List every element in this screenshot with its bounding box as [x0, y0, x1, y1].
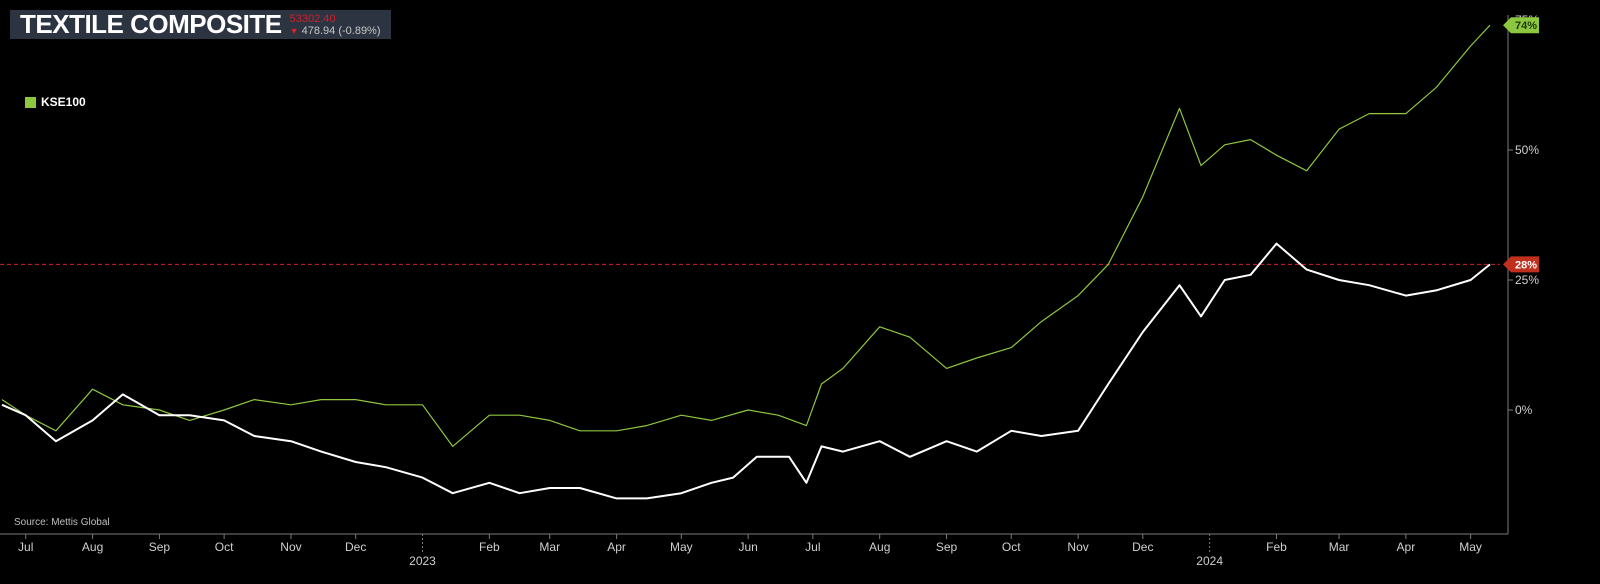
x-tick-label: Feb — [479, 540, 500, 554]
x-tick-label: Nov — [1067, 540, 1088, 554]
x-tick-label: Dec — [345, 540, 366, 554]
price-change: ▼ 478.94 (-0.89%) — [290, 25, 381, 37]
y-tick-label: 50% — [1515, 143, 1539, 157]
x-tick-label: Dec — [1132, 540, 1153, 554]
end-label-text: 74% — [1515, 20, 1537, 32]
end-label-tag — [1503, 17, 1539, 34]
chart-title: TEXTILE COMPOSITE — [20, 9, 282, 39]
x-tick-label: Nov — [280, 540, 301, 554]
source-note: Source: Mettis Global — [14, 517, 110, 528]
x-tick-label: Aug — [869, 540, 890, 554]
x-tick-label: Sep — [936, 540, 958, 554]
year-label: 2024 — [1196, 554, 1223, 568]
x-tick-label: Sep — [149, 540, 171, 554]
x-tick-label: Mar — [539, 540, 560, 554]
end-label-text: 28% — [1515, 259, 1537, 271]
x-tick-label: Jun — [738, 540, 757, 554]
y-tick-label: 25% — [1515, 273, 1539, 287]
y-tick-label: 0% — [1515, 403, 1533, 417]
x-tick-label: Apr — [1397, 540, 1416, 554]
x-tick-label: Jul — [18, 540, 33, 554]
year-label: 2023 — [409, 554, 436, 568]
x-tick-label: Apr — [607, 540, 626, 554]
x-tick-label: Feb — [1266, 540, 1287, 554]
legend-label-kse100: KSE100 — [41, 95, 86, 109]
x-tick-label: Oct — [215, 540, 234, 554]
current-price: 53302.40 — [289, 12, 336, 25]
price-change-value: 478.94 (-0.89%) — [301, 24, 381, 37]
x-tick-label: May — [670, 540, 693, 554]
chart-title-box: TEXTILE COMPOSITE 53302.40 ▼ 478.94 (-0.… — [10, 10, 391, 39]
x-tick-label: Aug — [82, 540, 103, 554]
price-quote: 53302.40 ▼ 478.94 (-0.89%) — [290, 13, 381, 37]
legend: KSE100 — [25, 95, 86, 109]
down-arrow-icon: ▼ — [289, 25, 299, 36]
series-line-kse100 — [1, 24, 1491, 447]
series-line-textile-composite — [1, 242, 1491, 500]
end-label-tag — [1503, 256, 1539, 273]
x-tick-label: Jul — [805, 540, 820, 554]
x-tick-label: Mar — [1329, 540, 1350, 554]
legend-swatch-kse100 — [25, 96, 36, 108]
x-tick-label: Oct — [1002, 540, 1021, 554]
x-tick-label: May — [1459, 540, 1482, 554]
